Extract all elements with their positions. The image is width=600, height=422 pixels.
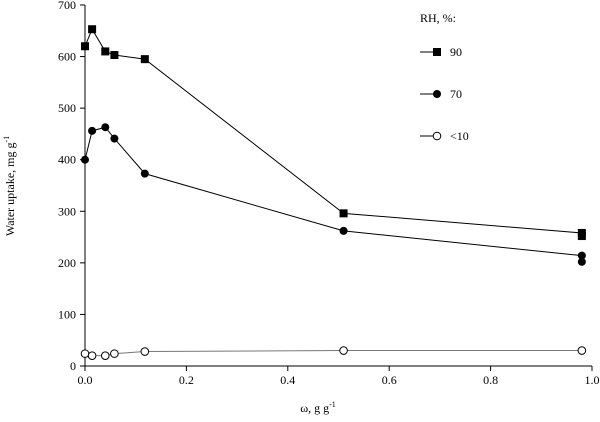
data-point <box>577 257 586 266</box>
data-point <box>87 351 97 360</box>
y-tick-label: 700 <box>58 0 76 12</box>
data-point <box>140 55 149 64</box>
data-point <box>101 47 110 56</box>
data-point <box>577 232 586 241</box>
data-point <box>339 226 348 235</box>
y-tick-label: 300 <box>58 204 76 218</box>
data-point <box>110 134 119 143</box>
axes: 0.0 0.2 0.4 0.6 0.8 1.0 0 100 200 300 400 500 600 700 <box>58 0 600 387</box>
x-tick-label: 1.0 <box>585 373 600 387</box>
data-point <box>577 346 587 355</box>
series-line-2 <box>84 350 582 357</box>
data-point <box>140 169 149 178</box>
data-point <box>339 209 348 218</box>
y-tick-label: 600 <box>58 50 76 64</box>
data-point <box>101 123 110 132</box>
data-point <box>80 349 90 358</box>
x-tick-label: 0.6 <box>382 373 397 387</box>
series-group <box>80 25 587 360</box>
data-point <box>88 25 97 34</box>
data-point <box>140 347 150 356</box>
x-tick-label: 0.2 <box>179 373 194 387</box>
legend-label: 90 <box>450 45 462 59</box>
data-point <box>100 351 110 360</box>
legend-marker <box>433 90 441 98</box>
y-tick-label: 100 <box>58 307 76 321</box>
data-point <box>110 349 119 358</box>
data-point <box>339 346 348 355</box>
y-axis-label: Water uptake, mg g-1 <box>2 136 17 236</box>
legend-label: 70 <box>450 87 462 101</box>
data-point <box>88 126 97 135</box>
legend: RH, %: 90 70 <10 <box>420 11 469 143</box>
series-line-1 <box>84 126 583 262</box>
legend-label: <10 <box>450 129 469 143</box>
data-point <box>81 155 89 164</box>
legend-marker <box>433 48 441 56</box>
legend-marker <box>432 131 442 141</box>
data-point <box>81 42 89 51</box>
series-line-0 <box>84 28 583 237</box>
y-tick-label: 200 <box>58 256 76 270</box>
x-axis-label: ω, g g-1 <box>300 400 336 415</box>
data-point <box>110 51 119 60</box>
data-point <box>577 251 586 260</box>
legend-title: RH, %: <box>420 11 456 25</box>
x-tick-label: 0.0 <box>78 373 93 387</box>
x-tick-label: 0.4 <box>280 373 295 387</box>
y-tick-label: 0 <box>70 359 76 373</box>
y-tick-label: 500 <box>58 101 76 115</box>
y-tick-label: 400 <box>58 153 76 167</box>
x-tick-label: 0.8 <box>483 373 498 387</box>
